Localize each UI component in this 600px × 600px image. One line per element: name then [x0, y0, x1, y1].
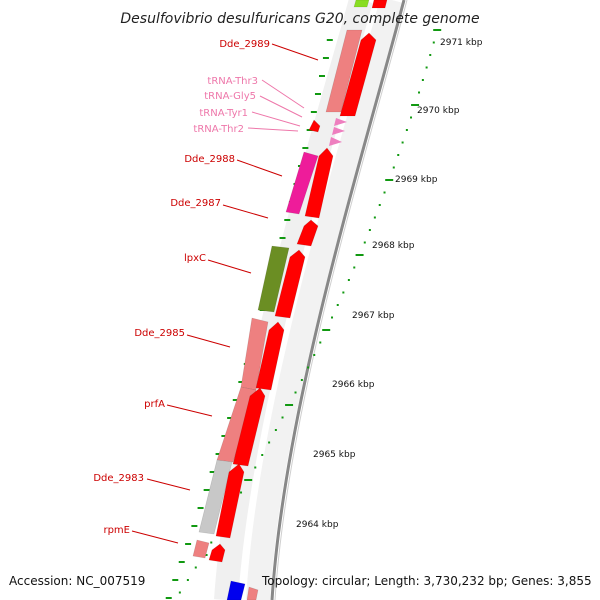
- reverse-gene-block[interactable]: [285, 151, 319, 215]
- gene-leader-line: [222, 204, 269, 219]
- gene-label[interactable]: Dde_2989: [219, 39, 270, 50]
- gene-label[interactable]: Dde_2987: [170, 198, 221, 209]
- trna-marker[interactable]: [334, 118, 347, 126]
- forward-gene-arrow[interactable]: [339, 32, 377, 117]
- reverse-gene-block[interactable]: [226, 580, 246, 600]
- gene-leader-line: [247, 127, 299, 132]
- reverse-gene-block[interactable]: [257, 245, 290, 313]
- track-layer: [214, 0, 408, 600]
- gene-label[interactable]: tRNA-Tyr1: [199, 108, 248, 119]
- reverse-gene-block[interactable]: [198, 459, 233, 535]
- scale-label: 2967 kbp: [352, 311, 395, 321]
- genome-backbone: [270, 0, 406, 600]
- scale-label: 2964 kbp: [296, 520, 339, 530]
- gene-leader-line: [146, 478, 191, 491]
- gene-leader-line: [251, 111, 301, 127]
- reverse-gene-block[interactable]: [325, 29, 363, 113]
- gene-leader-line: [207, 259, 252, 274]
- gene-label[interactable]: lpxC: [184, 253, 206, 264]
- gene-label[interactable]: tRNA-Thr3: [207, 76, 258, 87]
- scale-label: 2968 kbp: [372, 241, 415, 251]
- scale-label: 2970 kbp: [417, 106, 460, 116]
- trna-marker[interactable]: [332, 127, 345, 135]
- reverse-gene-block[interactable]: [192, 539, 210, 559]
- gene-leader-line: [261, 79, 305, 109]
- gene-layer: [192, 0, 388, 600]
- forward-gene-arrow[interactable]: [304, 147, 334, 219]
- gene-leader-line: [271, 43, 319, 61]
- genome-backbone-highlight: [274, 0, 408, 600]
- gene-label[interactable]: Dde_2988: [184, 154, 235, 165]
- gene-leader-line: [236, 159, 283, 177]
- map-title: Desulfovibrio desulfuricans G20, complet…: [120, 11, 479, 27]
- gene-leader-line: [259, 95, 303, 118]
- forward-gene-arrow[interactable]: [232, 387, 266, 467]
- scale-layer: 2971 kbp 2970 kbp 2969 kbp 2968 kbp 2967 kbp…: [165, 29, 483, 599]
- gene-label[interactable]: tRNA-Gly5: [204, 91, 256, 102]
- reverse-gene-block[interactable]: [216, 386, 257, 463]
- gene-leader-line: [166, 404, 213, 417]
- gene-leader-line: [186, 334, 231, 348]
- scale-label: 2969 kbp: [395, 175, 438, 185]
- gene-label[interactable]: rpmE: [103, 525, 130, 536]
- forward-track-band: [246, 0, 404, 600]
- gene-label[interactable]: Dde_2985: [134, 328, 185, 339]
- reverse-gene-block[interactable]: [353, 0, 370, 8]
- scale-label: 2971 kbp: [440, 38, 483, 48]
- reverse-gene-block[interactable]: [246, 586, 259, 600]
- accession-text: Accession: NC_007519: [9, 574, 146, 588]
- forward-gene-arrow[interactable]: [296, 219, 319, 247]
- gene-label[interactable]: Dde_2983: [93, 473, 144, 484]
- reverse-gene-block[interactable]: [371, 0, 388, 9]
- gene-label[interactable]: prfA: [144, 399, 165, 410]
- trna-marker[interactable]: [329, 137, 342, 146]
- forward-gene-arrow[interactable]: [274, 249, 306, 319]
- forward-gene-arrow[interactable]: [308, 119, 321, 133]
- topology-text: Topology: circular; Length: 3,730,232 bp…: [262, 574, 592, 588]
- gene-label[interactable]: tRNA-Thr2: [193, 124, 244, 135]
- scale-label: 2965 kbp: [313, 450, 356, 460]
- gene-leader-line: [131, 530, 179, 544]
- forward-gene-arrow[interactable]: [255, 321, 285, 391]
- forward-gene-arrow[interactable]: [208, 543, 226, 563]
- forward-gene-arrow[interactable]: [215, 463, 245, 539]
- scale-label: 2966 kbp: [332, 380, 375, 390]
- label-layer: Dde_2989 tRNA-Thr3 tRNA-Gly5 tRNA-Tyr1 tRNA-…: [93, 39, 319, 544]
